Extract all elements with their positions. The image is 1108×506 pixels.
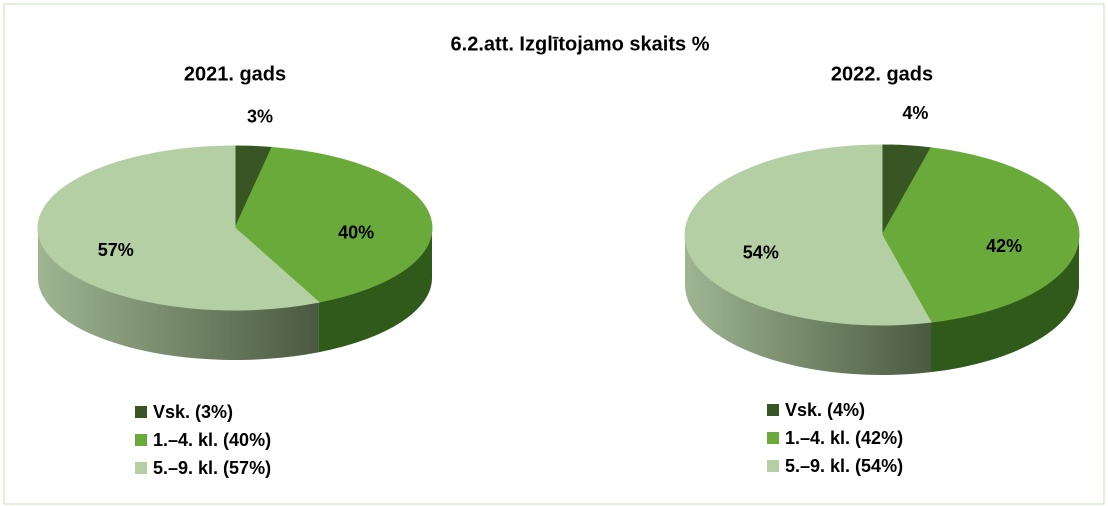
- pie-slice: [37, 145, 320, 311]
- legend-label: 1.–4. kl. (40%): [153, 430, 271, 450]
- pie-side: [38, 228, 319, 361]
- legend-swatch: [135, 462, 147, 474]
- pie-side: [685, 235, 931, 375]
- data-label: 42%: [986, 236, 1022, 256]
- legend-swatch: [767, 404, 779, 416]
- legend-label: 5.–9. kl. (57%): [153, 458, 271, 478]
- legend-swatch: [135, 406, 147, 418]
- legend-swatch: [767, 460, 779, 472]
- data-label: 54%: [743, 243, 779, 263]
- data-label: 3%: [247, 107, 273, 127]
- data-label: 4%: [902, 103, 928, 123]
- page-title: 6.2.att. Izglītojamo skaits %: [451, 33, 710, 55]
- legend-swatch: [767, 432, 779, 444]
- pie-slice: [684, 144, 932, 326]
- legend-label: 5.–9. kl. (54%): [785, 456, 903, 476]
- pie-side: [930, 235, 1079, 373]
- legend-label: Vsk. (4%): [785, 400, 865, 420]
- pie-side: [318, 228, 432, 353]
- data-label: 57%: [98, 240, 134, 260]
- pie-slice: [881, 147, 1080, 323]
- data-label: 40%: [338, 222, 374, 242]
- chart-title: 2022. gads: [831, 63, 933, 85]
- legend-label: 1.–4. kl. (42%): [785, 428, 903, 448]
- chart-title: 2021. gads: [184, 63, 286, 85]
- legend-swatch: [135, 434, 147, 446]
- pie-slice: [234, 146, 433, 303]
- legend-label: Vsk. (3%): [153, 402, 233, 422]
